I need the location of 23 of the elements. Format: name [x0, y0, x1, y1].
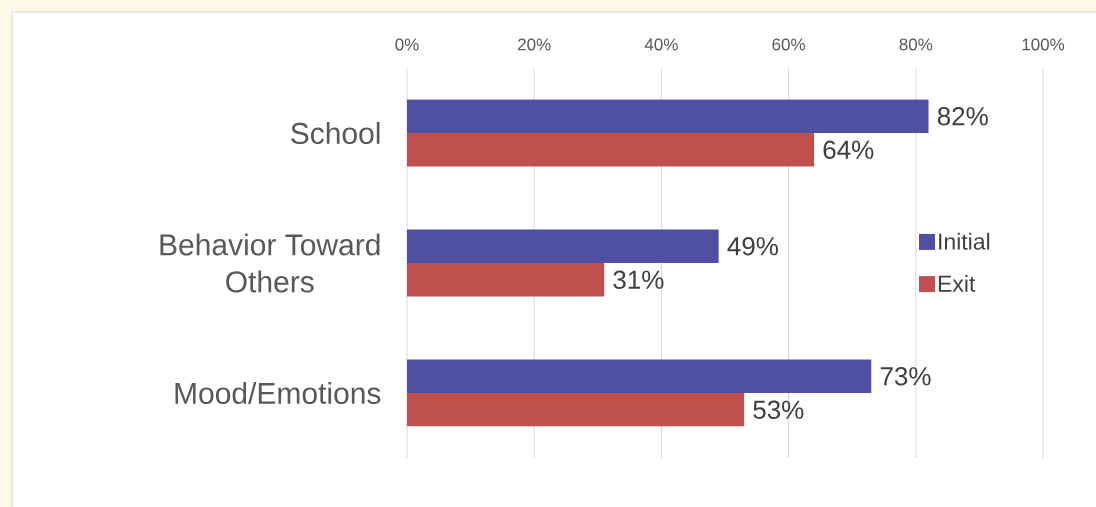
x-tick-label: 80% — [899, 38, 933, 51]
data-label: 31% — [613, 270, 664, 289]
bar — [407, 229, 719, 263]
y-tick-label: Behavior Toward Others — [160, 233, 380, 293]
bar — [407, 359, 872, 393]
y-tick-label: School — [291, 121, 380, 145]
x-tick-label: 60% — [772, 38, 805, 51]
data-label: 53% — [753, 400, 804, 419]
x-tick-label: 40% — [644, 38, 678, 51]
bar — [407, 263, 605, 297]
data-label: 49% — [727, 237, 778, 256]
x-tick-label: 20% — [518, 38, 551, 51]
data-label: 82% — [937, 107, 988, 126]
legend-label: Initial — [939, 232, 990, 250]
x-tick-label: 0% — [395, 38, 419, 51]
data-label: 73% — [880, 367, 931, 386]
bar — [407, 99, 929, 134]
data-label: 64% — [823, 140, 874, 159]
x-tick-label: 100% — [1022, 38, 1065, 51]
bar — [407, 393, 745, 427]
y-tick-label: Mood/Emotions — [175, 381, 381, 405]
legend-label: Exit — [938, 275, 976, 292]
bar — [407, 133, 815, 167]
